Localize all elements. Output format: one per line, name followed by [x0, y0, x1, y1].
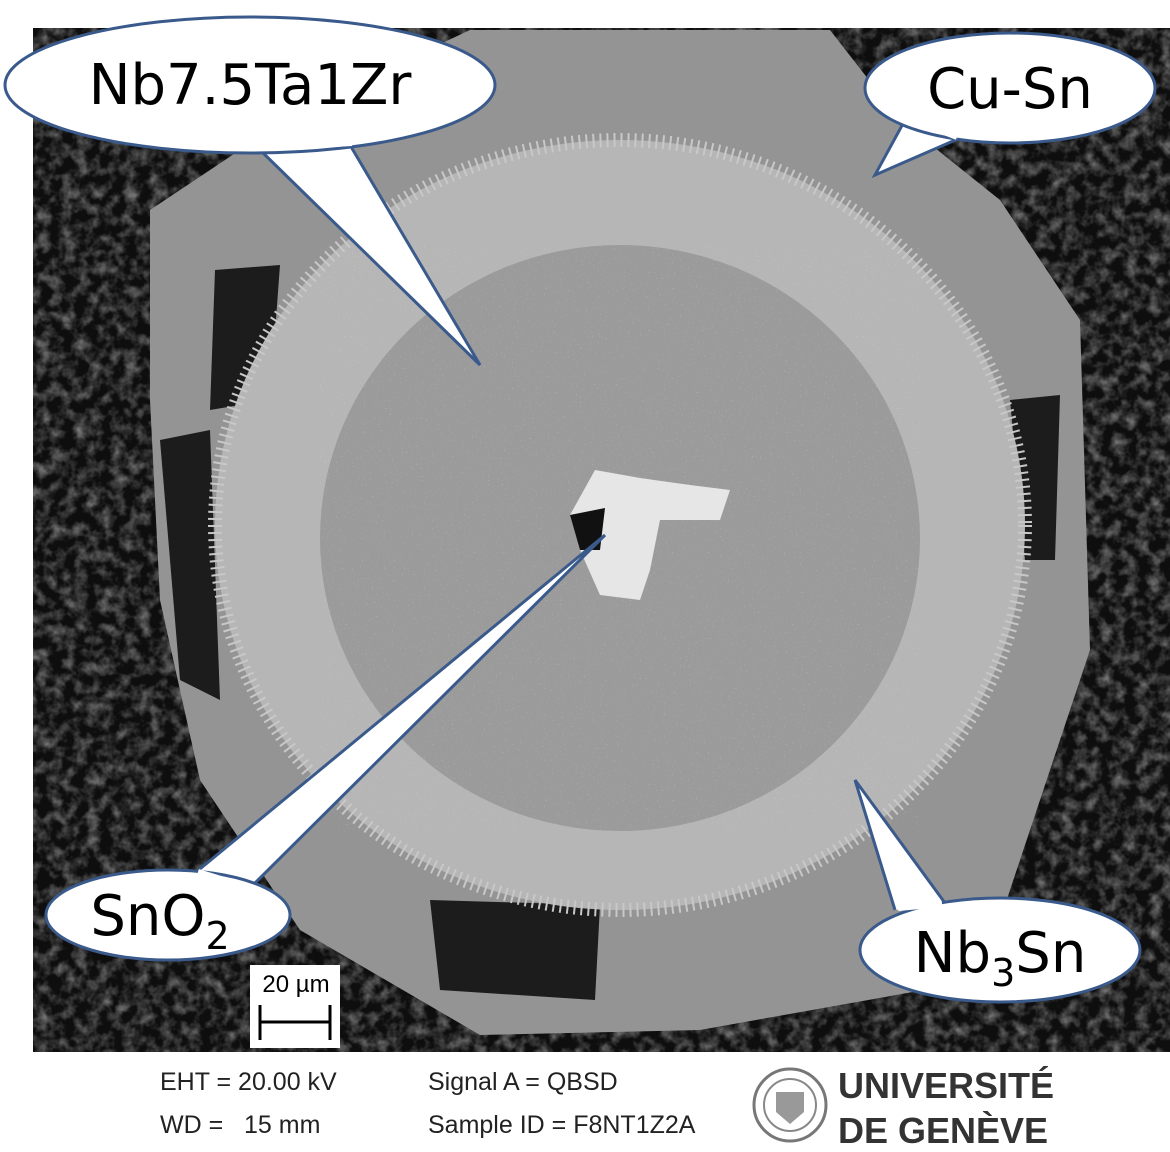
page: Nb7.5Ta1Zr Cu-Sn SnO2 Nb3Sn 20 µm EHT = …: [0, 0, 1170, 1152]
label-subscript: 3: [991, 951, 1015, 995]
wd: WD = 15 mm: [160, 1111, 320, 1139]
label-text: SnO: [90, 884, 205, 949]
label-text: Nb: [914, 921, 991, 986]
scale-label: 20 µm: [262, 971, 329, 998]
label-subscript: 2: [205, 914, 229, 958]
sample-id: Sample ID = F8NT1Z2A: [428, 1111, 696, 1139]
label-suffix: Sn: [1015, 921, 1086, 986]
callout-label: Nb7.5Ta1Zr: [89, 53, 413, 118]
logo-line1: UNIVERSITÉ: [838, 1065, 1054, 1106]
signal: Signal A = QBSD: [428, 1068, 618, 1096]
logo-line2: DE GENÈVE: [838, 1110, 1048, 1151]
logo-seal: [754, 1069, 826, 1141]
eht: EHT = 20.00 kV: [160, 1068, 337, 1096]
callout-label: Cu-Sn: [927, 57, 1093, 122]
scale-bar: 20 µm: [250, 965, 340, 1048]
